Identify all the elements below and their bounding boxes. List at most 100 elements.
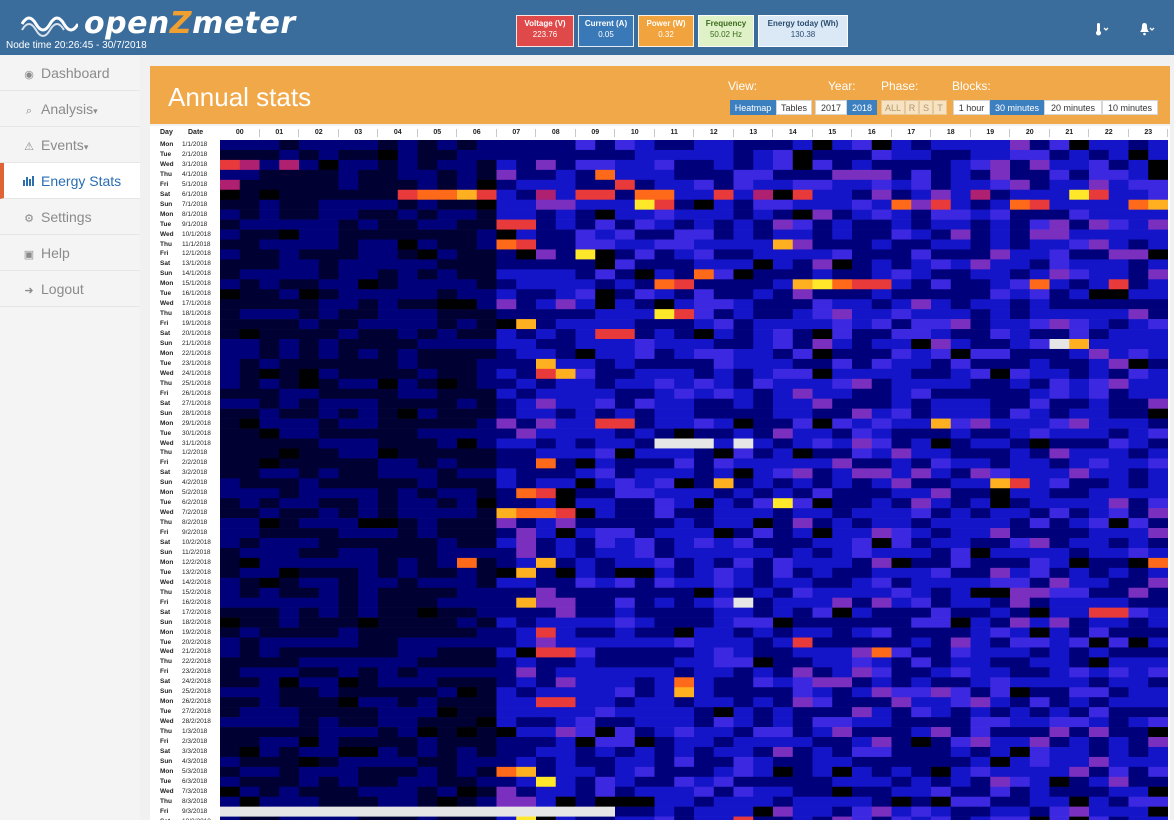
heatmap-cell: [220, 468, 240, 478]
heatmap-cell: [872, 737, 892, 747]
heatmap-cell: [793, 439, 813, 449]
sidebar-item-energy-stats[interactable]: Energy Stats: [0, 163, 140, 199]
block-20-minutes-button[interactable]: 20 minutes: [1044, 100, 1102, 115]
heatmap-cell: [477, 289, 497, 299]
heatmap-cell: [516, 160, 536, 170]
heatmap-cell: [714, 817, 734, 820]
heatmap-cell: [339, 279, 359, 289]
heatmap-cell: [358, 528, 378, 538]
row-day-label: Tue: [160, 778, 171, 785]
heatmap-cell: [477, 588, 497, 598]
heatmap-cell: [1010, 458, 1030, 468]
heatmap-cell: [437, 200, 457, 210]
heatmap-cell: [457, 767, 477, 777]
heatmap-cell: [674, 638, 694, 648]
metric-current: Current (A) 0.05: [578, 15, 634, 47]
heatmap-cell: [971, 419, 991, 429]
heatmap-cell: [358, 647, 378, 657]
sidebar-item-analysis[interactable]: ⌕ Analysis▾: [0, 91, 140, 127]
year-2018-button[interactable]: 2018: [847, 100, 877, 115]
sidebar-item-events[interactable]: ⚠ Events▾: [0, 127, 140, 163]
heatmap-cell: [279, 797, 299, 807]
heatmap-cell: [595, 230, 615, 240]
heatmap-cell: [319, 707, 339, 717]
heatmap-cell: [595, 339, 615, 349]
heatmap-cell: [358, 180, 378, 190]
heatmap-cell: [931, 399, 951, 409]
heatmap-cell: [595, 647, 615, 657]
heatmap-cell: [714, 548, 734, 558]
heatmap-cell: [892, 727, 912, 737]
block-1-hour-button[interactable]: 1 hour: [953, 100, 990, 115]
heatmap-cell: [299, 339, 319, 349]
phase-s-button[interactable]: S: [919, 100, 933, 115]
year-2017-button[interactable]: 2017: [815, 100, 847, 115]
heatmap-cell: [1109, 588, 1129, 598]
block-10-minutes-button[interactable]: 10 minutes: [1102, 100, 1158, 115]
thermometer-icon[interactable]: [1094, 22, 1110, 39]
heatmap-cell: [418, 707, 438, 717]
heatmap-cell: [556, 289, 576, 299]
sidebar-item-settings[interactable]: ⚙ Settings: [0, 199, 140, 235]
heatmap-cell: [1010, 439, 1030, 449]
heatmap-cell: [793, 528, 813, 538]
heatmap-cell: [556, 140, 576, 150]
heatmap-cell: [734, 409, 754, 419]
view-tables-button[interactable]: Tables: [776, 100, 812, 115]
heatmap-cell: [615, 299, 635, 309]
heatmap-cell: [378, 468, 398, 478]
phase-all-button[interactable]: ALL: [881, 100, 905, 115]
heatmap-cell: [299, 707, 319, 717]
heatmap-cell: [872, 349, 892, 359]
heatmap-cell: [852, 150, 872, 160]
view-heatmap-button[interactable]: Heatmap: [730, 100, 776, 115]
heatmap-cell: [892, 230, 912, 240]
heatmap-cell: [951, 468, 971, 478]
heatmap-cell: [1010, 359, 1030, 369]
heatmap-cell: [497, 608, 517, 618]
heatmap-cell: [931, 538, 951, 548]
heatmap-cell: [1089, 269, 1109, 279]
phase-r-button[interactable]: R: [905, 100, 919, 115]
heatmap-cell: [398, 518, 418, 528]
heatmap-cell: [832, 667, 852, 677]
heatmap-cell: [319, 329, 339, 339]
heatmap-cell: [1109, 767, 1129, 777]
phase-t-button[interactable]: T: [933, 100, 947, 115]
heatmap-cell: [951, 797, 971, 807]
heatmap-cell: [516, 249, 536, 259]
sidebar-item-help[interactable]: ▣ Help: [0, 235, 140, 271]
heatmap-cell: [437, 240, 457, 250]
bell-icon[interactable]: [1138, 22, 1156, 39]
heatmap-cell: [457, 240, 477, 250]
sidebar-item-logout[interactable]: ➜ Logout: [0, 271, 140, 307]
heatmap-cell: [220, 667, 240, 677]
heatmap-cell: [1010, 777, 1030, 787]
heatmap-cell: [279, 249, 299, 259]
hour-header-13: 13: [734, 129, 774, 136]
row-date-label: 2/1/2018: [182, 151, 207, 158]
heatmap-cell: [832, 419, 852, 429]
heatmap-cell: [398, 608, 418, 618]
heatmap-cell: [418, 767, 438, 777]
heatmap-cell: [299, 299, 319, 309]
sidebar-item-dashboard[interactable]: ◉ Dashboard: [0, 55, 140, 91]
heatmap-cell: [674, 817, 694, 820]
heatmap-cell: [220, 707, 240, 717]
heatmap-cell: [714, 598, 734, 608]
app-logo[interactable]: openZmeter Node time 20:26:45 - 30/7/201…: [4, 6, 304, 54]
row-day-label: Wed: [160, 509, 174, 516]
heatmap-cell: [1069, 647, 1089, 657]
heatmap-cell: [1030, 220, 1050, 230]
heatmap-cell: [1109, 548, 1129, 558]
heatmap-cell: [951, 717, 971, 727]
sidebar-item-label: Events: [41, 137, 84, 153]
block-30-minutes-button[interactable]: 30 minutes: [990, 100, 1044, 115]
heatmap-cell: [931, 777, 951, 787]
heatmap-cell: [576, 697, 596, 707]
heatmap-cell: [358, 269, 378, 279]
heatmap-cell: [358, 190, 378, 200]
heatmap-cell: [1109, 180, 1129, 190]
heatmap-cell: [813, 548, 833, 558]
heatmap-cell: [714, 329, 734, 339]
